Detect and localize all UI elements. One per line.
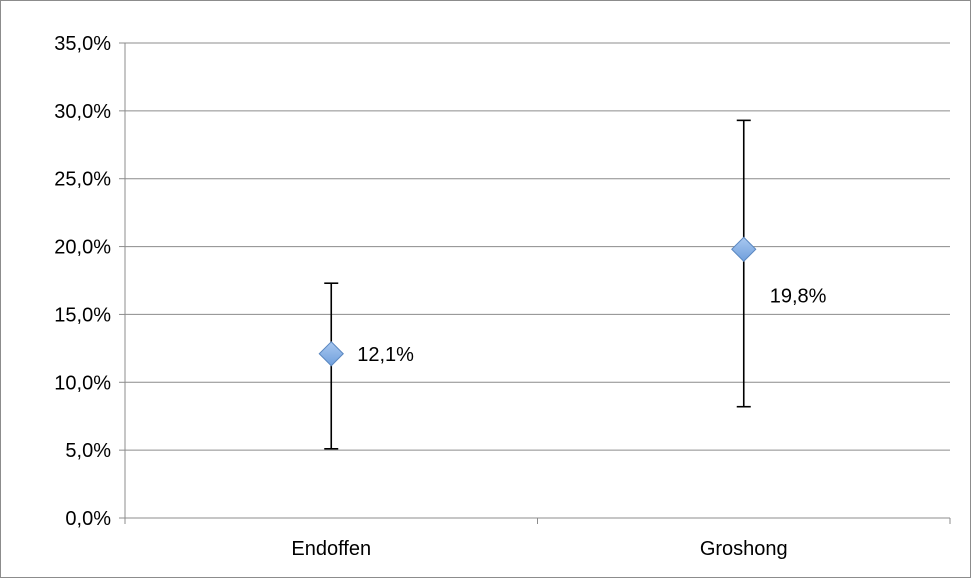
y-tick-label: 35,0%: [54, 33, 111, 55]
x-tick-label: Groshong: [700, 538, 788, 560]
data-label: 12,1%: [357, 344, 414, 366]
data-markers: [318, 236, 757, 367]
y-tick-label: 30,0%: [54, 101, 111, 123]
x-tick-label: Endoffen: [291, 538, 371, 560]
data-point-marker: [318, 341, 344, 367]
gridlines: [125, 42, 950, 451]
y-tick-label: 5,0%: [65, 440, 111, 462]
axes: [119, 42, 951, 524]
data-labels: 12,1% 19,8%: [357, 285, 826, 366]
y-tick-label: 25,0%: [54, 169, 111, 191]
y-tick-label: 10,0%: [54, 372, 111, 394]
data-point-marker: [731, 236, 757, 262]
y-tick-label: 0,0%: [65, 508, 111, 530]
y-tick-label: 15,0%: [54, 304, 111, 326]
data-label: 19,8%: [770, 285, 827, 307]
error-bars: [324, 119, 751, 450]
y-tick-label: 20,0%: [54, 237, 111, 259]
y-tick-labels: 0,0% 5,0% 10,0% 15,0% 20,0% 25,0% 30,0% 35,0%: [54, 33, 111, 530]
x-tick-labels: Endoffen Groshong: [291, 538, 787, 560]
